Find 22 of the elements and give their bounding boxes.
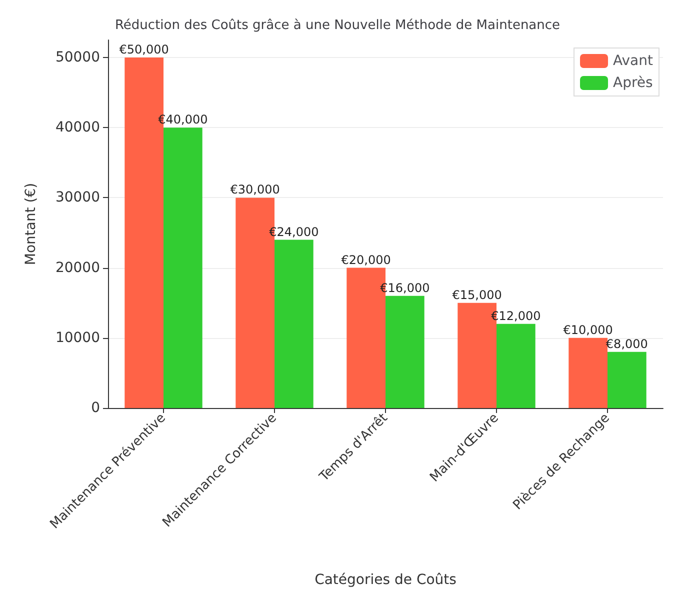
y-tick-label: 10000: [55, 330, 100, 346]
y-tick-label: 30000: [55, 190, 100, 206]
data-label: €10,000: [563, 322, 613, 337]
y-tick-label: 20000: [55, 260, 100, 276]
bar: [496, 324, 536, 408]
bar: [568, 338, 608, 408]
data-label: €30,000: [230, 182, 280, 197]
x-axis-title: Catégories de Coûts: [314, 572, 456, 588]
bar: [274, 240, 314, 408]
data-label: €15,000: [452, 288, 502, 302]
bar: [386, 296, 424, 408]
bar: [164, 128, 202, 408]
legend-label: Après: [613, 75, 653, 91]
data-label: €20,000: [341, 252, 391, 267]
y-tick-label: 50000: [55, 50, 100, 66]
legend-label: Avant: [613, 53, 654, 69]
chart-title: Réduction des Coûts grâce à une Nouvelle Méthode de Maintenance: [114, 18, 560, 33]
y-axis-title: Montant (€): [23, 182, 39, 266]
bar: [608, 352, 646, 408]
y-tick-label: 40000: [55, 120, 100, 136]
y-tick-label: 0: [91, 400, 100, 416]
data-label: €50,000: [119, 42, 169, 57]
